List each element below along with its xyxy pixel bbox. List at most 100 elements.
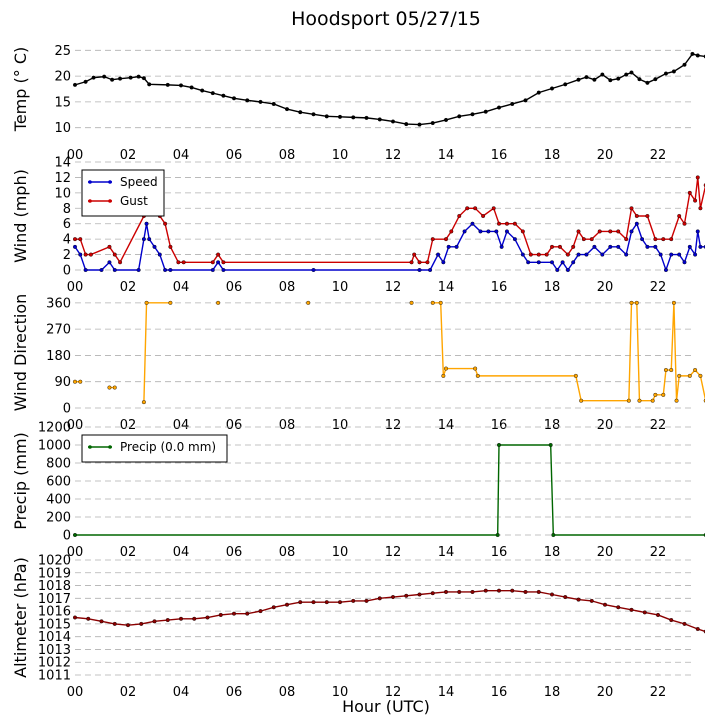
data-point [144,300,149,305]
data-point [245,98,250,103]
data-point [663,368,668,373]
data-point [72,244,77,249]
legend: Precip (0.0 mm) [81,434,228,463]
data-point [110,77,115,82]
y-tick-label: 1200 [38,421,71,436]
data-point [99,619,104,624]
data-point [168,300,173,305]
data-point [550,592,555,597]
data-point [324,114,329,119]
data-point [258,609,263,614]
data-point [163,221,168,226]
data-point [536,252,541,257]
y-tick-label: 10 [54,121,71,136]
data-point [112,252,117,257]
data-point [231,611,236,616]
data-point [656,612,661,617]
data-point [364,115,369,120]
data-point [210,91,215,96]
x-tick-label: 02 [120,685,137,700]
data-point [669,237,674,242]
data-point [563,595,568,600]
data-point [671,300,676,305]
data-point [152,244,157,249]
data-point [444,117,449,122]
data-point [112,621,117,626]
data-point [483,109,488,114]
x-tick-label: 22 [650,280,667,295]
x-tick-label: 16 [491,685,508,700]
x-tick-label: 10 [332,685,349,700]
x-tick-label: 18 [544,280,561,295]
data-point [634,300,639,305]
x-tick-label: 04 [173,418,190,433]
data-point [510,588,515,593]
data-point [677,213,682,218]
x-tick-label: 12 [385,418,402,433]
data-point [444,237,449,242]
legend-label: Precip (0.0 mm) [120,440,216,454]
data-point [189,85,194,90]
y-tick-label: 14 [54,156,71,171]
y-tick-label: 15 [54,95,71,110]
data-point [311,268,316,273]
data-point [687,244,692,249]
data-point [457,213,462,218]
data-point [544,252,549,257]
data-point [216,260,221,265]
data-point [551,533,556,538]
data-point [377,117,382,122]
data-point [536,90,541,95]
data-point [125,623,130,628]
data-point [83,252,88,257]
data-point [391,119,396,124]
y-tick-label: 12 [54,171,71,186]
data-point [144,221,149,226]
x-tick-label: 06 [226,418,243,433]
data-point [600,72,605,77]
data-point [624,72,629,77]
data-point [478,229,483,234]
data-point [491,206,496,211]
data-point [391,595,396,600]
data-point [589,598,594,603]
data-point [608,244,613,249]
data-point [147,237,152,242]
data-point [687,373,692,378]
data-point [165,82,170,87]
legend-marker [108,180,112,184]
chart-title: Hoodsport 05/27/15 [291,8,481,30]
data-point [645,213,650,218]
data-point [695,53,700,58]
data-point [205,615,210,620]
data-point [441,373,446,378]
x-axis-label: Hour (UTC) [342,697,430,716]
data-point [650,398,655,403]
data-point [682,260,687,265]
legend: Speed Gust [81,169,165,217]
data-point [616,229,621,234]
data-point [181,260,186,265]
data-point [682,221,687,226]
data-point [669,252,674,257]
data-point [351,598,356,603]
data-point [118,260,123,265]
data-point [430,121,435,126]
data-point [616,76,621,81]
data-point [163,268,168,273]
data-point [528,252,533,257]
data-point [693,252,698,257]
data-point [550,244,555,249]
data-point [258,99,263,104]
data-point [465,206,470,211]
data-point [83,268,88,273]
legend-box [81,169,165,217]
data-point [311,600,316,605]
data-point [536,260,541,265]
data-point [157,252,162,257]
data-point [338,600,343,605]
data-point [497,588,502,593]
x-tick-label: 12 [385,685,402,700]
